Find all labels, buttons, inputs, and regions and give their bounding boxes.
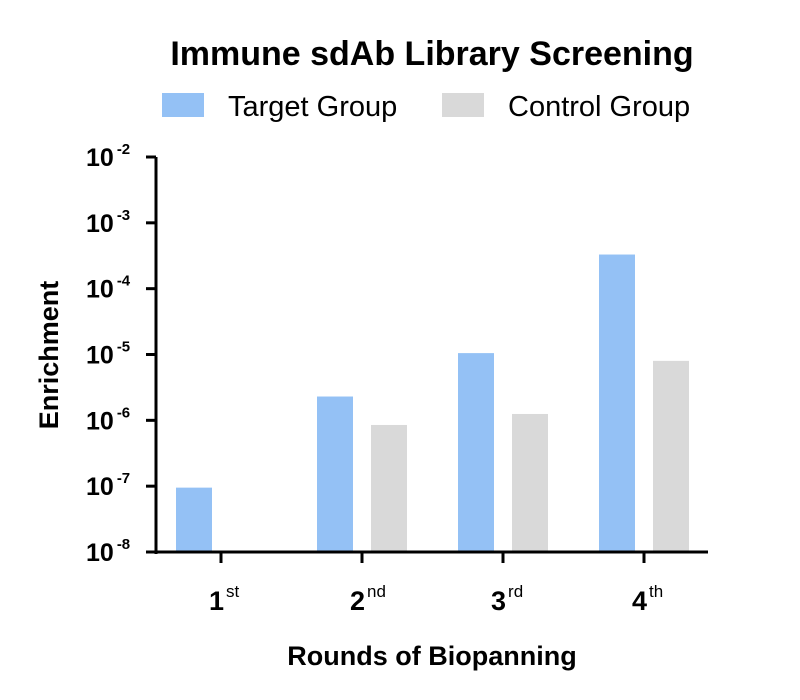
y-tick-label: 10 -2 — [86, 141, 130, 172]
chart-title: Immune sdAb Library Screening — [170, 35, 693, 73]
bar-control-round-2 — [371, 424, 407, 552]
bar-control-round-4 — [653, 360, 689, 552]
y-axis-ticks: 10-8 10-7 10-6 10-5 10-4 10-3 10-2 — [86, 141, 156, 567]
bar-target-round-1 — [176, 487, 212, 552]
y-tick-label: 10 -5 — [86, 339, 130, 370]
bar-target-round-4 — [599, 254, 635, 552]
x-axis-label: Rounds of Biopanning — [287, 641, 576, 671]
legend-label-target: Target Group — [228, 91, 397, 123]
legend-swatch-target — [162, 93, 204, 117]
legend-swatch-control — [442, 93, 484, 117]
legend-label-control: Control Group — [508, 91, 690, 123]
y-tick-label: 10 -7 — [86, 470, 130, 501]
bar-control-round-3 — [512, 413, 548, 552]
bar-target-round-2 — [317, 396, 353, 552]
y-tick-label: 10 -8 — [86, 536, 130, 567]
y-tick-label: 10 -4 — [86, 273, 131, 304]
legend: Target Group Control Group — [162, 91, 690, 123]
y-tick-label: 10 -3 — [86, 207, 130, 238]
y-tick-label: 10 -6 — [86, 404, 130, 435]
bar-target-round-3 — [458, 353, 494, 552]
y-axis-label: Enrichment — [34, 281, 64, 430]
bars — [176, 254, 689, 552]
